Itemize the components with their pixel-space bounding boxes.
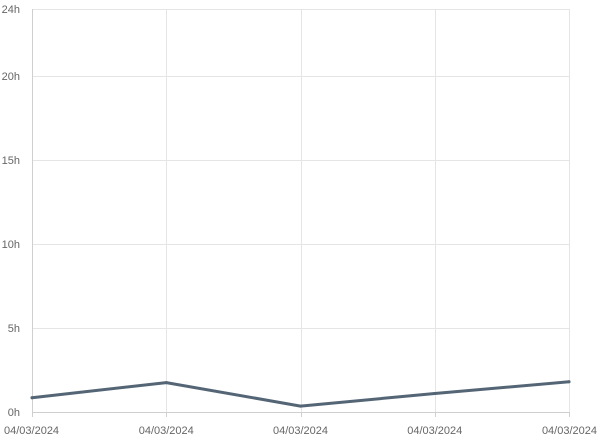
x-tick-label: 04/03/2024 [4,425,59,437]
series-line [30,380,571,408]
axes [32,9,570,417]
y-axis-ticks: 0h 5h 10h 15h 20h 24h [2,4,20,419]
x-tick-label: 04/03/2024 [139,425,194,437]
y-tick-label: 15h [2,155,20,167]
data-point [299,404,302,408]
data-point [30,396,34,400]
y-tick-label: 20h [2,71,20,83]
y-tick-label: 24h [2,4,20,16]
grid [32,9,570,413]
x-axis-ticks: 04/03/2024 04/03/2024 04/03/2024 04/03/2024… [4,425,597,437]
y-tick-label: 10h [2,239,20,251]
series [30,380,571,408]
y-tick-label: 0h [8,407,20,419]
y-tick-label: 5h [8,323,20,335]
x-tick-label: 04/03/2024 [273,425,328,437]
data-point [433,392,437,396]
data-point [567,380,571,384]
x-tick-label: 04/03/2024 [407,425,462,437]
x-tick-label: 04/03/2024 [542,425,597,437]
data-point [164,381,168,385]
